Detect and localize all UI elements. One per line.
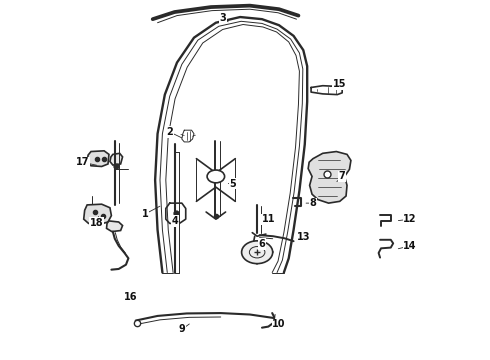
Text: 9: 9 xyxy=(178,324,185,334)
Polygon shape xyxy=(84,204,111,225)
Text: 1: 1 xyxy=(142,209,149,219)
Text: 15: 15 xyxy=(333,79,346,89)
Text: 16: 16 xyxy=(124,292,138,302)
Text: 10: 10 xyxy=(272,319,286,329)
Text: 13: 13 xyxy=(296,232,310,242)
Polygon shape xyxy=(110,153,122,165)
Circle shape xyxy=(242,241,273,264)
Text: 18: 18 xyxy=(90,218,103,228)
Text: 7: 7 xyxy=(339,171,345,181)
Text: 6: 6 xyxy=(259,239,266,249)
Text: 5: 5 xyxy=(229,179,236,189)
Polygon shape xyxy=(87,151,109,166)
Text: 3: 3 xyxy=(220,13,226,23)
Text: 4: 4 xyxy=(171,216,178,226)
Text: 12: 12 xyxy=(403,214,417,224)
Text: 2: 2 xyxy=(166,127,173,137)
Polygon shape xyxy=(106,221,122,231)
Text: 17: 17 xyxy=(75,157,89,167)
Circle shape xyxy=(207,170,224,183)
Text: 8: 8 xyxy=(310,198,317,208)
Polygon shape xyxy=(308,152,351,203)
Text: 14: 14 xyxy=(403,241,417,251)
Text: 11: 11 xyxy=(262,214,275,224)
